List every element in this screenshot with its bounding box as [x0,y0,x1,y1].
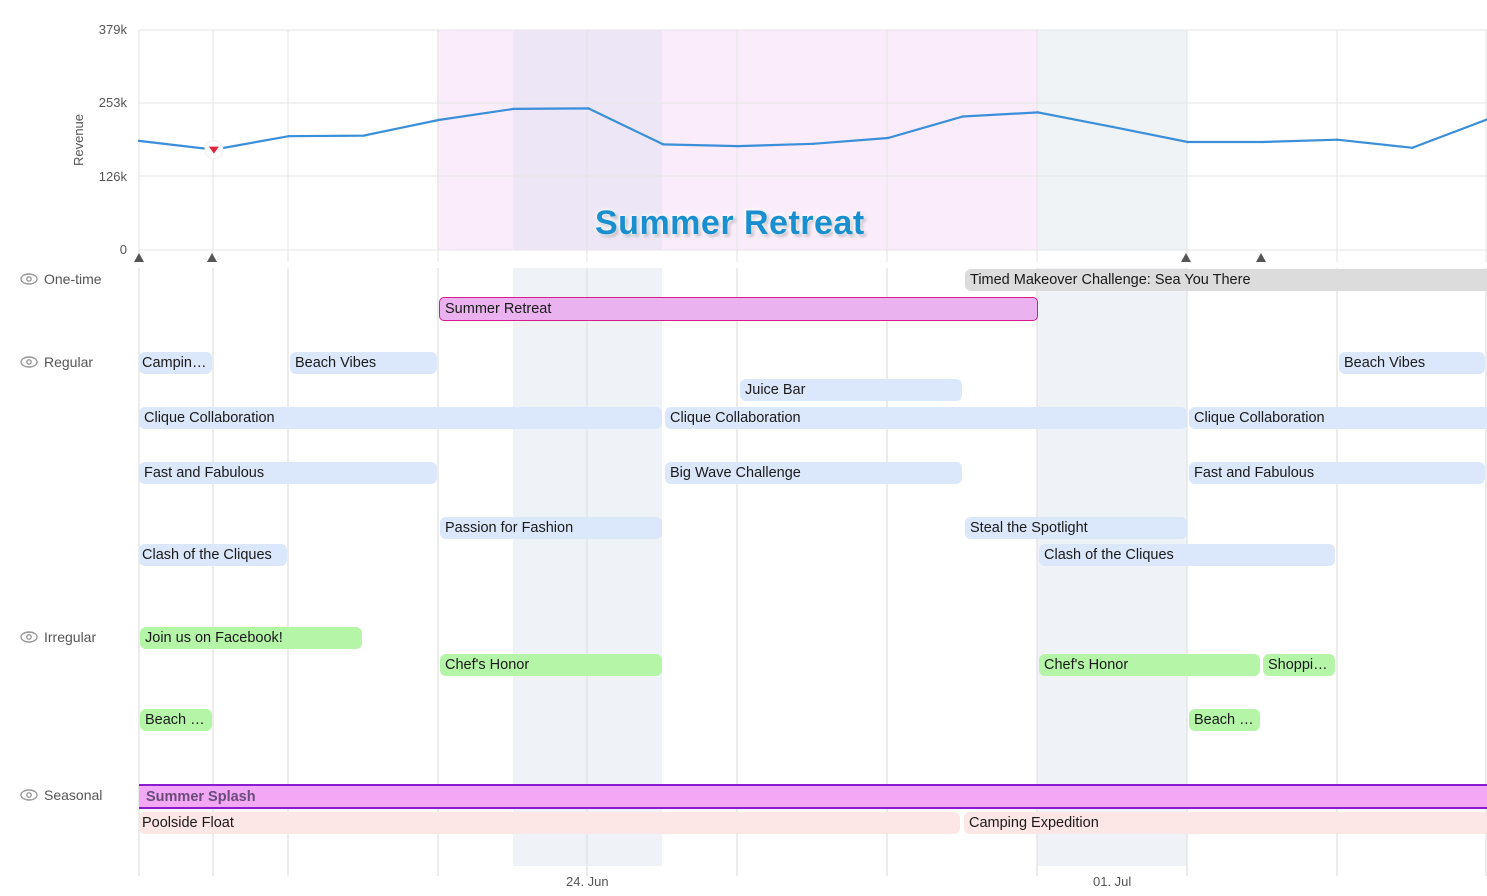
y-tick-label: 0 [120,242,127,257]
data-point [1186,140,1189,144]
data-point [1411,146,1414,150]
data-point [512,107,515,111]
hovered-event-title: Summer Retreat [595,204,865,242]
event-bar-summer-splash[interactable]: Summer Splash [139,784,1487,809]
event-bar-fast-and-fabulous[interactable]: Fast and Fabulous [139,462,437,484]
row-label-irregular[interactable]: Irregular [20,629,96,645]
revenue-drop-marker[interactable] [204,140,224,160]
data-point [1111,125,1114,129]
event-bar-juice-bar[interactable]: Juice Bar [740,379,962,401]
event-bar-clash-of-the-cliques[interactable]: Clash of the Cliques [1039,544,1335,566]
data-point [287,135,290,138]
x-tick-label: 24. Jun [566,874,609,889]
y-tick-label: 253k [99,95,128,110]
y-axis: 379k 253k 126k 0 [99,22,128,257]
marker-layer[interactable] [134,140,1266,262]
weekend-band [1037,268,1187,866]
event-bar-beach-vibes[interactable]: Beach Vibes [1339,352,1485,374]
row-label-text: Seasonal [44,787,103,803]
data-point [961,115,965,118]
eye-icon[interactable] [20,356,38,368]
data-point [587,107,590,110]
y-axis-title: Revenue [71,114,86,166]
event-bar-chefs-honor[interactable]: Chef's Honor [440,654,662,676]
event-bar-passion-for-fashion[interactable]: Passion for Fashion [440,517,662,539]
data-point [886,136,890,140]
event-bar-clique-collaboration[interactable]: Clique Collaboration [139,407,662,429]
event-start-marker-icon[interactable] [1256,253,1266,262]
event-bar-chefs-honor[interactable]: Chef's Honor [1039,654,1260,676]
event-bar-clique-collaboration[interactable]: Clique Collaboration [1189,407,1487,429]
event-bar-big-wave-challenge[interactable]: Big Wave Challenge [665,462,962,484]
event-bar-poolside-float[interactable]: Poolside Float [139,812,960,834]
event-bar-shopping[interactable]: Shoppi… [1263,654,1335,676]
y-tick-label: 126k [99,169,128,184]
data-point [737,144,740,148]
event-bar-join-facebook[interactable]: Join us on Facebook! [140,627,362,649]
data-point [1336,138,1339,141]
x-tick-label: 01. Jul [1093,874,1132,889]
row-label-text: Irregular [44,629,97,645]
data-point [362,134,365,137]
event-bar-clash-of-the-cliques[interactable]: Clash of the Cliques [139,544,287,566]
event-bar-summer-retreat[interactable]: Summer Retreat [439,297,1038,321]
data-point [662,143,665,146]
event-start-marker-icon[interactable] [134,253,144,262]
weekend-band-chart [1037,30,1187,250]
event-bar-beach-vibes[interactable]: Beach Vibes [290,352,437,374]
eye-icon[interactable] [20,789,38,801]
event-start-marker-icon[interactable] [207,253,217,262]
row-label-text: One-time [44,271,102,287]
event-bar-beach[interactable]: Beach … [1189,709,1260,731]
data-point [1261,140,1264,144]
row-label-text: Regular [44,354,94,370]
event-bar-steal-the-spotlight[interactable]: Steal the Spotlight [965,517,1187,539]
event-bar-camping-expedition[interactable]: Camping Expedition [964,812,1487,834]
row-label-regular[interactable]: Regular [20,354,93,370]
eye-icon[interactable] [20,273,38,285]
event-bar-timed-makeover[interactable]: Timed Makeover Challenge: Sea You There [965,269,1487,291]
data-point [437,118,440,122]
event-bar-clique-collaboration[interactable]: Clique Collaboration [665,407,1187,429]
event-bar-camping[interactable]: Campin… [139,352,212,374]
eye-icon[interactable] [20,631,38,643]
row-label-seasonal[interactable]: Seasonal [20,787,102,803]
event-start-marker-icon[interactable] [1181,253,1191,262]
event-bar-beach[interactable]: Beach … [140,709,212,731]
data-point [137,139,141,143]
grid [138,29,1487,876]
y-tick-label: 379k [99,22,128,37]
data-point [811,142,815,145]
data-point [1036,111,1040,114]
row-label-one-time[interactable]: One-time [20,271,102,287]
event-bar-fast-and-fabulous[interactable]: Fast and Fabulous [1189,462,1485,484]
warning-triangle-icon [208,146,219,154]
